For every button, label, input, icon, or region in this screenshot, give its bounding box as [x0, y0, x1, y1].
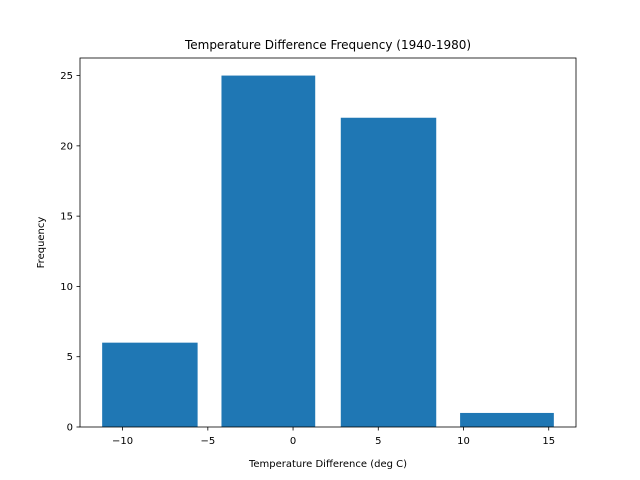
y-tick-label: 15: [60, 212, 73, 223]
x-tick-label: 5: [375, 436, 381, 447]
y-tick-label: 5: [67, 352, 73, 363]
x-tick-label: −10: [112, 436, 133, 447]
y-tick-label: 25: [60, 71, 73, 82]
x-axis-ticks: −10 −5 0 5 10 15: [112, 427, 555, 447]
x-tick-label: −5: [200, 436, 215, 447]
x-tick-label: 0: [290, 436, 296, 447]
chart-title: Temperature Difference Frequency (1940-1…: [184, 38, 471, 52]
x-tick-label: 15: [542, 436, 555, 447]
x-tick-label: 10: [457, 436, 470, 447]
bar-3: [460, 412, 554, 427]
x-axis-label: Temperature Difference (deg C): [248, 459, 407, 470]
bar-0: [102, 342, 198, 427]
y-tick-label: 20: [60, 141, 73, 152]
y-tick-label: 10: [60, 282, 73, 293]
y-axis-ticks: 0 5 10 15 20 25: [60, 71, 80, 434]
plot-frame: [79, 57, 577, 428]
y-axis-label: Frequency: [36, 217, 47, 269]
bar-2: [340, 117, 437, 427]
y-tick-label: 0: [67, 423, 73, 434]
bar-1: [221, 75, 316, 428]
bars-layer: [102, 75, 554, 428]
